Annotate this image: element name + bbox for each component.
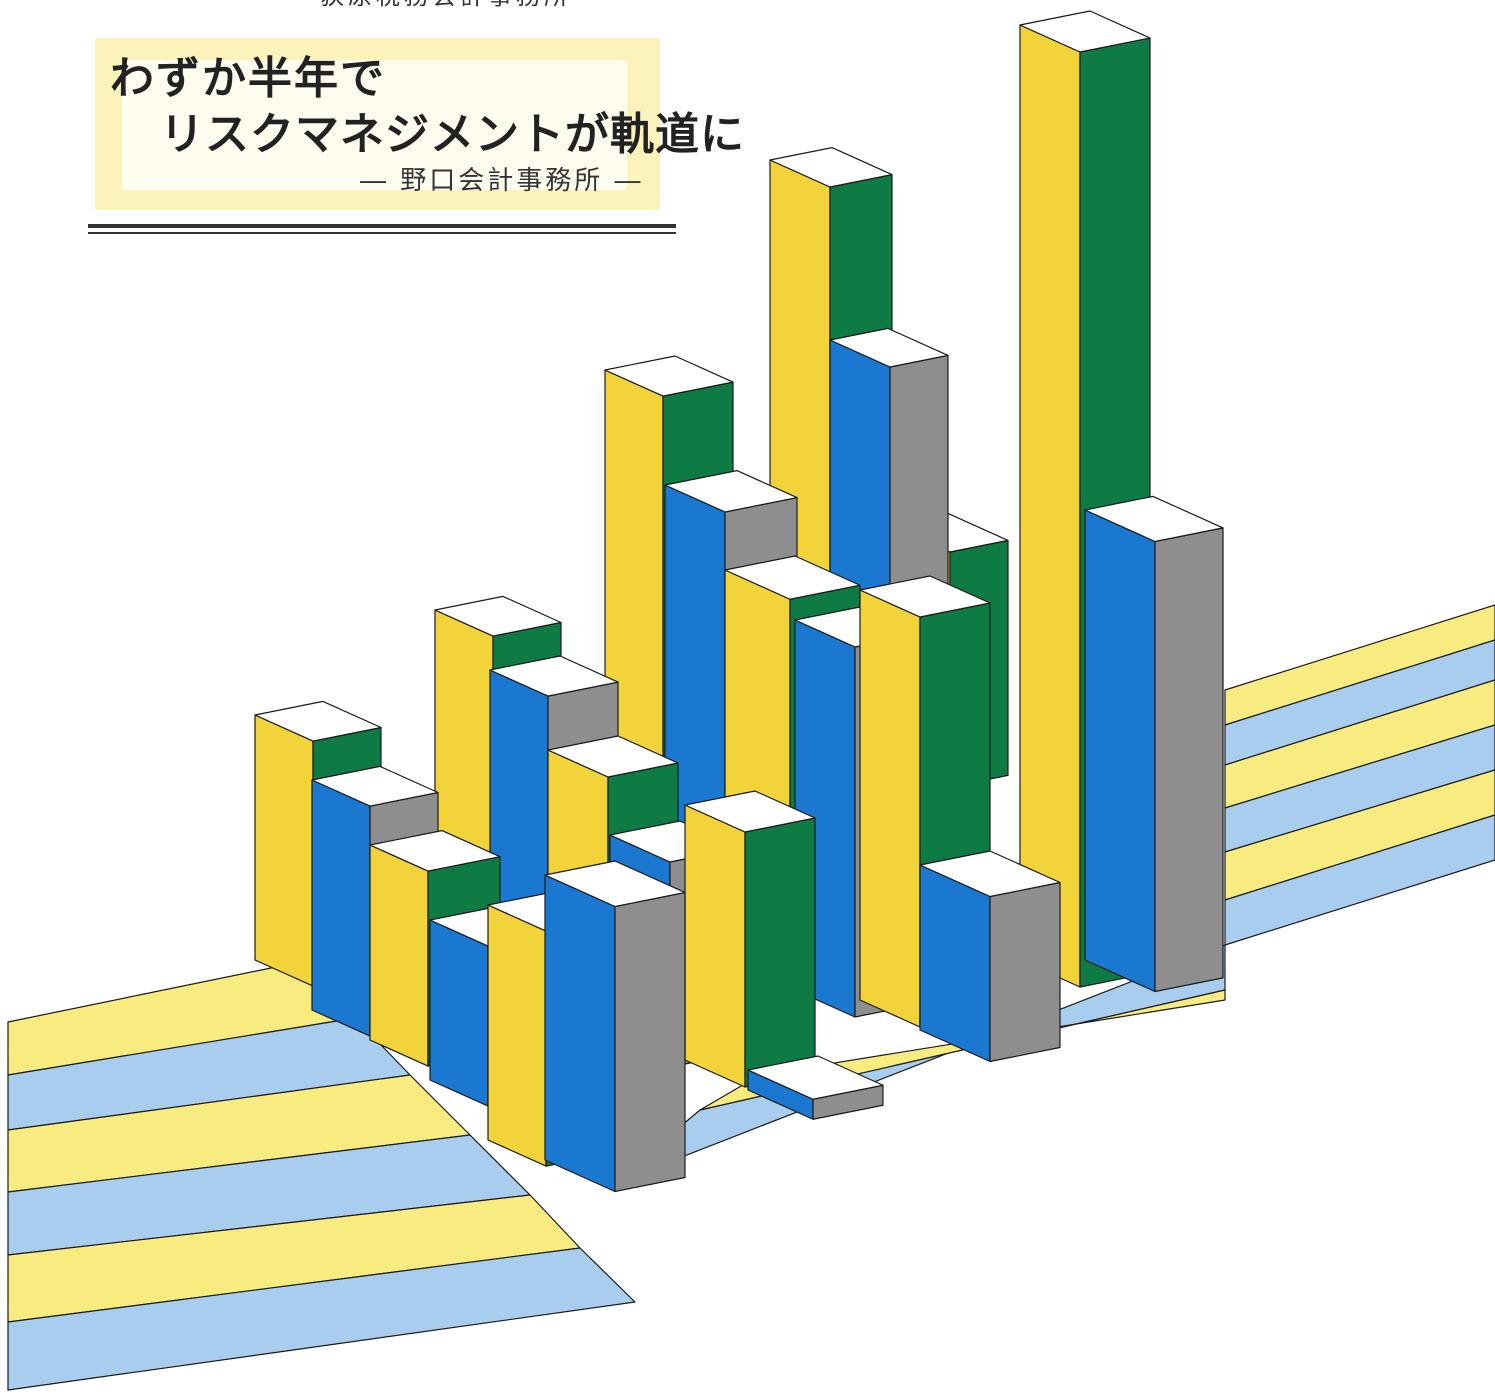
- bar-tall-center-back-top: [769, 147, 893, 188]
- byline: ― 野口会計事務所 ―: [360, 166, 644, 196]
- floor-stripe-right: [1224, 604, 1495, 726]
- bar-left-back-front: [254, 714, 314, 987]
- bar-blue-mid-top: [664, 470, 798, 513]
- bar-blue-left-front-front: [429, 919, 489, 1107]
- floor-stripe-left: [7, 1247, 636, 1391]
- bars-group: [254, 10, 1224, 1193]
- floor-stripe-right: [1224, 814, 1495, 946]
- floor-stripe-right: [1224, 769, 1495, 901]
- bar-blue-right-front: [1084, 509, 1156, 993]
- title-highlight-inner: [122, 60, 627, 190]
- bar-blue-right-front-front: [919, 864, 991, 1063]
- bar-tall-right-back-front: [1019, 24, 1081, 988]
- bar-blue-right-top: [1084, 495, 1224, 543]
- bar-blue-front-side: [614, 891, 686, 1193]
- bar-blue-front-top: [544, 860, 686, 908]
- bar-yellow-left-front-front: [369, 844, 429, 1067]
- bar-blue-left-front: [311, 779, 371, 1037]
- floor-stripe-right: [1224, 724, 1495, 853]
- bar-blue-left-top: [311, 765, 439, 807]
- bar-left-mid-back-top: [434, 595, 562, 637]
- bar-blue-right-front-side: [989, 881, 1061, 1063]
- bar-yellow-left-mid-top: [547, 735, 679, 778]
- bar-yellow-center-top: [724, 555, 861, 600]
- bar-blue-left-mid-top: [489, 655, 619, 697]
- bar-blue-front-front: [544, 874, 616, 1193]
- bar-blue-right-side: [1154, 527, 1224, 993]
- bar-yellow-front-side: [744, 817, 816, 1088]
- bar-flat-front-top: [747, 1055, 884, 1100]
- floor-stripe-right: [1224, 679, 1495, 809]
- top-credit: 荻原税務会計事務所: [320, 0, 620, 12]
- title-rule-thick: [88, 224, 676, 228]
- bar-yellow-front-left-front: [487, 904, 547, 1167]
- headline-line-1: わずか半年で: [110, 53, 386, 104]
- floor-stripe-right: [1224, 639, 1495, 766]
- bar-yellow-front-front: [684, 804, 746, 1088]
- floor-stripes: [7, 604, 1495, 1391]
- bar-tall-right-back-top: [1019, 10, 1151, 53]
- bar-left-back-top: [254, 700, 382, 742]
- title-rule-thin: [88, 232, 676, 234]
- bar-yellow-front-top: [684, 790, 816, 833]
- bar-blue-center-back-top: [829, 327, 949, 368]
- bar-mid-back-top: [604, 355, 734, 397]
- bar-blue-right-front-top: [919, 850, 1061, 898]
- bar-yellow-right-front: [859, 589, 921, 1028]
- headline-line-2: リスクマネジメントが軌道に: [160, 109, 745, 160]
- bar-yellow-left-front-top: [369, 829, 501, 872]
- bar-yellow-right-top: [859, 575, 991, 618]
